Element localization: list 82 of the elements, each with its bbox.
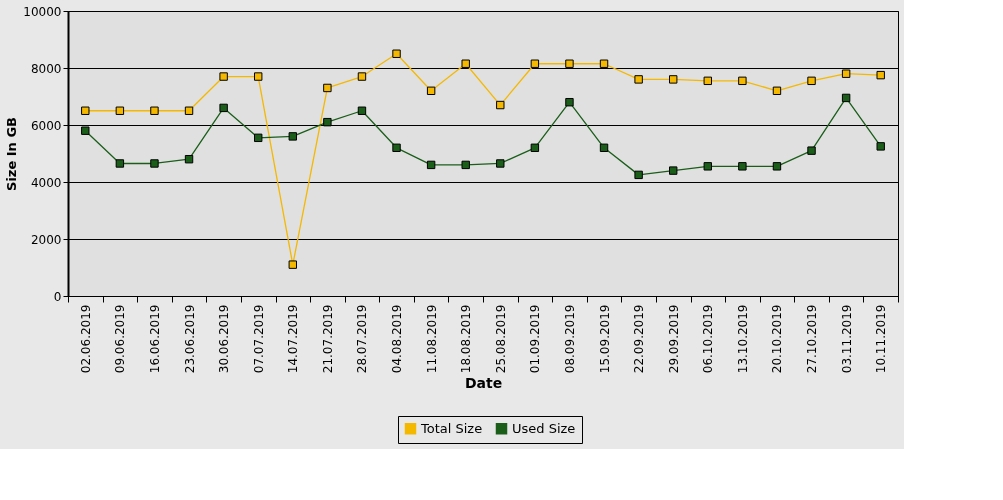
point	[841, 93, 851, 103]
y-tick-label: 6000	[30, 118, 62, 133]
x-tick-label: 13.10.2019	[735, 304, 750, 374]
x-tick-label: 23.06.2019	[182, 304, 197, 374]
x-tick-label: 29.09.2019	[666, 304, 681, 374]
x-tick-label: 15.09.2019	[597, 304, 612, 374]
x-tick-label: 25.08.2019	[493, 304, 508, 374]
point	[426, 160, 436, 170]
point	[288, 132, 297, 141]
point	[530, 143, 540, 153]
x-tick-label: 07.07.2019	[251, 304, 266, 374]
point	[669, 75, 678, 84]
x-tick-label: 18.08.2019	[459, 304, 474, 374]
x-tick-label: 20.10.2019	[770, 304, 785, 374]
point	[357, 72, 367, 81]
y-tick-label: 2000	[30, 232, 62, 247]
point	[876, 70, 885, 80]
point	[807, 76, 816, 86]
y-tick-label: 8000	[30, 61, 62, 76]
x-tick-label: 04.08.2019	[390, 304, 405, 374]
y-axis-title: Size In GB	[4, 117, 20, 191]
x-tick-label: 16.06.2019	[147, 304, 162, 374]
point	[323, 117, 332, 127]
point	[496, 159, 505, 168]
point	[150, 106, 159, 115]
point	[703, 76, 712, 86]
point	[219, 72, 228, 81]
point	[599, 143, 609, 153]
y-tick-label: 4000	[30, 175, 62, 190]
x-tick-label: 06.10.2019	[701, 304, 716, 374]
point	[461, 160, 470, 170]
x-tick-label: 10.11.2019	[874, 304, 889, 374]
point	[738, 76, 747, 86]
point	[426, 86, 436, 96]
point	[876, 142, 885, 151]
point	[392, 143, 401, 153]
point	[357, 106, 367, 115]
point	[150, 159, 159, 168]
point	[841, 69, 851, 78]
x-tick-label: 30.06.2019	[217, 304, 232, 374]
x-tick-label: 11.08.2019	[424, 304, 439, 374]
point	[530, 59, 540, 68]
x-tick-label: 14.07.2019	[286, 304, 301, 374]
point	[219, 103, 228, 113]
x-tick-label: 21.07.2019	[320, 304, 335, 374]
point	[81, 106, 90, 115]
point	[772, 162, 782, 171]
point	[669, 166, 678, 175]
y-tick-label: 10000	[23, 4, 62, 19]
point	[184, 154, 194, 164]
x-tick-label: 02.06.2019	[78, 304, 93, 374]
x-tick-label: 03.11.2019	[839, 304, 854, 374]
y-tick-label: 0	[53, 289, 62, 304]
point	[461, 59, 470, 68]
point	[565, 59, 574, 68]
point	[288, 260, 297, 269]
x-tick-label: 27.10.2019	[805, 304, 820, 374]
point	[496, 100, 505, 110]
point	[115, 106, 125, 115]
point	[392, 49, 401, 58]
x-tick-label: 09.06.2019	[113, 304, 128, 374]
x-tick-label: 01.09.2019	[528, 304, 543, 374]
x-tick-label: 28.07.2019	[355, 304, 370, 374]
point	[703, 162, 712, 171]
point	[81, 126, 90, 135]
point	[772, 86, 782, 96]
point	[115, 159, 125, 168]
point	[738, 162, 747, 171]
x-axis-title: Date	[464, 375, 503, 392]
point	[807, 146, 816, 155]
point	[634, 170, 643, 180]
point	[323, 83, 332, 93]
legend-label: Total Size	[420, 420, 483, 436]
legend-label: Used Size	[512, 420, 576, 436]
x-tick-label: 08.09.2019	[562, 304, 577, 374]
point	[565, 97, 574, 107]
point	[254, 133, 263, 143]
point	[634, 75, 643, 84]
point	[184, 106, 194, 115]
point	[599, 59, 609, 68]
x-tick-label: 22.09.2019	[632, 304, 647, 374]
point	[254, 72, 263, 81]
